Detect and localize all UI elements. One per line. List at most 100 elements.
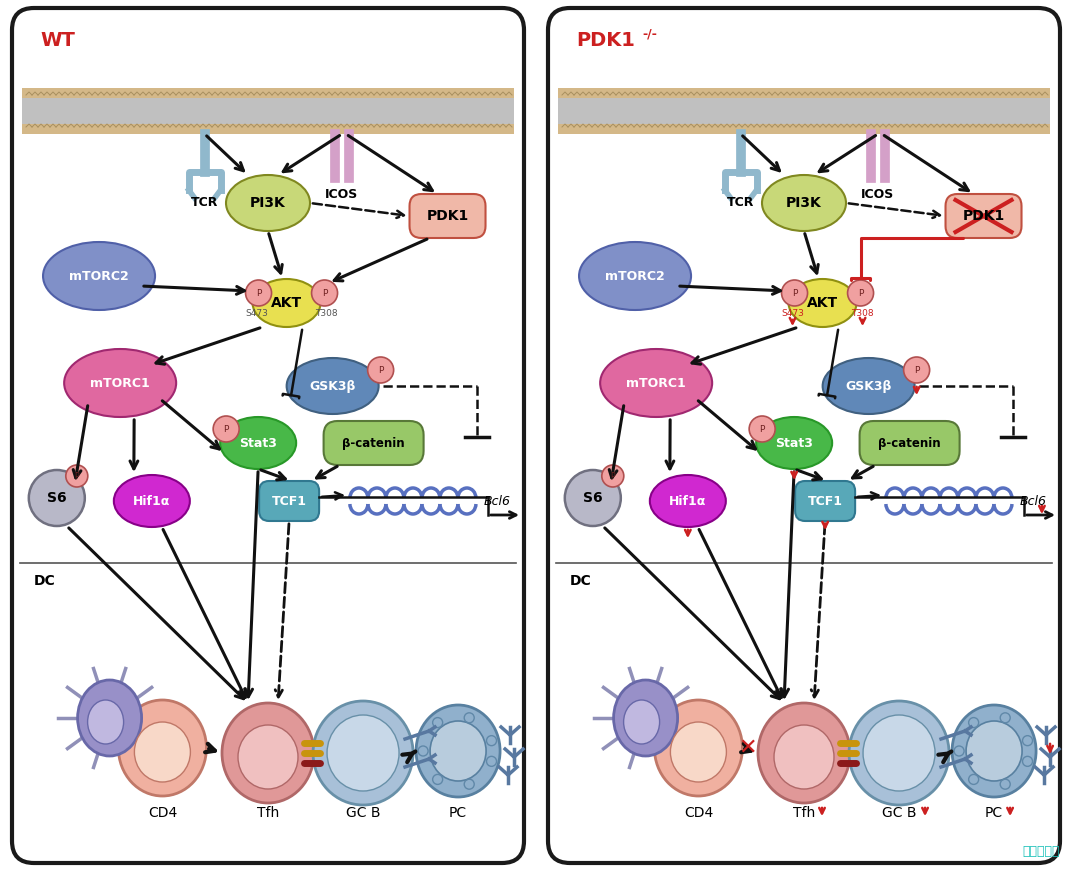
- Text: S473: S473: [781, 308, 804, 318]
- Ellipse shape: [238, 725, 298, 789]
- Circle shape: [66, 465, 87, 487]
- Text: mTORC2: mTORC2: [69, 269, 129, 282]
- Circle shape: [367, 357, 393, 383]
- Ellipse shape: [774, 725, 834, 789]
- Text: DC: DC: [570, 574, 592, 588]
- Text: P: P: [792, 288, 797, 298]
- Text: mTORC1: mTORC1: [626, 376, 686, 389]
- Circle shape: [29, 470, 85, 526]
- Ellipse shape: [863, 715, 935, 791]
- Circle shape: [311, 280, 338, 306]
- Text: ICOS: ICOS: [325, 187, 359, 200]
- Ellipse shape: [613, 680, 677, 756]
- Ellipse shape: [286, 358, 379, 414]
- Ellipse shape: [600, 349, 712, 417]
- FancyBboxPatch shape: [409, 194, 486, 238]
- Text: PI3K: PI3K: [786, 196, 822, 210]
- Text: GC B: GC B: [346, 806, 380, 820]
- Circle shape: [602, 465, 624, 487]
- Text: PC: PC: [985, 806, 1003, 820]
- Text: 自动秒链接: 自动秒链接: [1023, 845, 1059, 858]
- Text: S6: S6: [48, 491, 67, 505]
- Text: T308: T308: [315, 308, 338, 318]
- Ellipse shape: [134, 722, 190, 782]
- Text: GSK3β: GSK3β: [310, 380, 355, 393]
- Ellipse shape: [967, 721, 1022, 781]
- Ellipse shape: [226, 175, 310, 231]
- Ellipse shape: [849, 701, 949, 805]
- Ellipse shape: [579, 242, 691, 310]
- Text: PDK1: PDK1: [962, 209, 1004, 223]
- Ellipse shape: [430, 721, 486, 781]
- Bar: [558, 98, 1050, 124]
- Ellipse shape: [762, 175, 846, 231]
- Text: P: P: [75, 471, 79, 481]
- Text: ✕: ✕: [738, 738, 756, 758]
- Text: AKT: AKT: [271, 296, 302, 310]
- Text: P: P: [256, 288, 261, 298]
- Ellipse shape: [650, 475, 726, 527]
- FancyBboxPatch shape: [795, 481, 855, 521]
- Text: PI3K: PI3K: [251, 196, 286, 210]
- Text: P: P: [224, 424, 229, 434]
- Text: TCR: TCR: [191, 195, 218, 208]
- Circle shape: [750, 416, 775, 442]
- Ellipse shape: [313, 701, 413, 805]
- Text: Tfh: Tfh: [257, 806, 279, 820]
- Text: P: P: [610, 471, 616, 481]
- FancyBboxPatch shape: [860, 421, 960, 465]
- Ellipse shape: [222, 703, 314, 803]
- Ellipse shape: [758, 703, 850, 803]
- Text: P: P: [759, 424, 765, 434]
- Text: Bcl6: Bcl6: [1020, 495, 1047, 508]
- Ellipse shape: [78, 680, 141, 756]
- Ellipse shape: [113, 475, 190, 527]
- Ellipse shape: [654, 700, 742, 796]
- Ellipse shape: [64, 349, 176, 417]
- Text: Hif1α: Hif1α: [133, 495, 171, 508]
- Text: PC: PC: [449, 806, 468, 820]
- Text: Bcl6: Bcl6: [484, 495, 511, 508]
- Text: S473: S473: [245, 308, 268, 318]
- Bar: [22, 88, 514, 134]
- Ellipse shape: [253, 279, 321, 327]
- Ellipse shape: [327, 715, 399, 791]
- Text: PDK1: PDK1: [427, 209, 469, 223]
- Text: P: P: [858, 288, 863, 298]
- Ellipse shape: [671, 722, 727, 782]
- Text: Hif1α: Hif1α: [670, 495, 706, 508]
- Ellipse shape: [953, 705, 1036, 797]
- Text: AKT: AKT: [807, 296, 838, 310]
- Text: Stat3: Stat3: [775, 436, 813, 449]
- Bar: [558, 88, 1050, 134]
- Bar: [22, 98, 514, 124]
- FancyBboxPatch shape: [259, 481, 319, 521]
- Circle shape: [782, 280, 808, 306]
- Ellipse shape: [623, 700, 660, 744]
- Ellipse shape: [119, 700, 206, 796]
- Text: mTORC2: mTORC2: [605, 269, 665, 282]
- Text: T308: T308: [851, 308, 874, 318]
- Text: P: P: [914, 366, 919, 375]
- Text: WT: WT: [40, 30, 75, 50]
- Ellipse shape: [788, 279, 856, 327]
- Text: TCF1: TCF1: [272, 495, 307, 508]
- Ellipse shape: [416, 705, 500, 797]
- Circle shape: [904, 357, 930, 383]
- Circle shape: [213, 416, 239, 442]
- Text: Tfh: Tfh: [793, 806, 815, 820]
- Ellipse shape: [756, 417, 833, 469]
- Text: PDK1: PDK1: [576, 30, 635, 50]
- FancyBboxPatch shape: [324, 421, 423, 465]
- Text: β-catenin: β-catenin: [878, 436, 941, 449]
- Text: P: P: [378, 366, 383, 375]
- Text: CD4: CD4: [148, 806, 177, 820]
- FancyBboxPatch shape: [12, 8, 524, 863]
- Text: P: P: [322, 288, 327, 298]
- Circle shape: [245, 280, 271, 306]
- Circle shape: [565, 470, 621, 526]
- Text: mTORC1: mTORC1: [91, 376, 150, 389]
- Text: ICOS: ICOS: [861, 187, 894, 200]
- Text: GC B: GC B: [881, 806, 916, 820]
- Text: GSK3β: GSK3β: [846, 380, 892, 393]
